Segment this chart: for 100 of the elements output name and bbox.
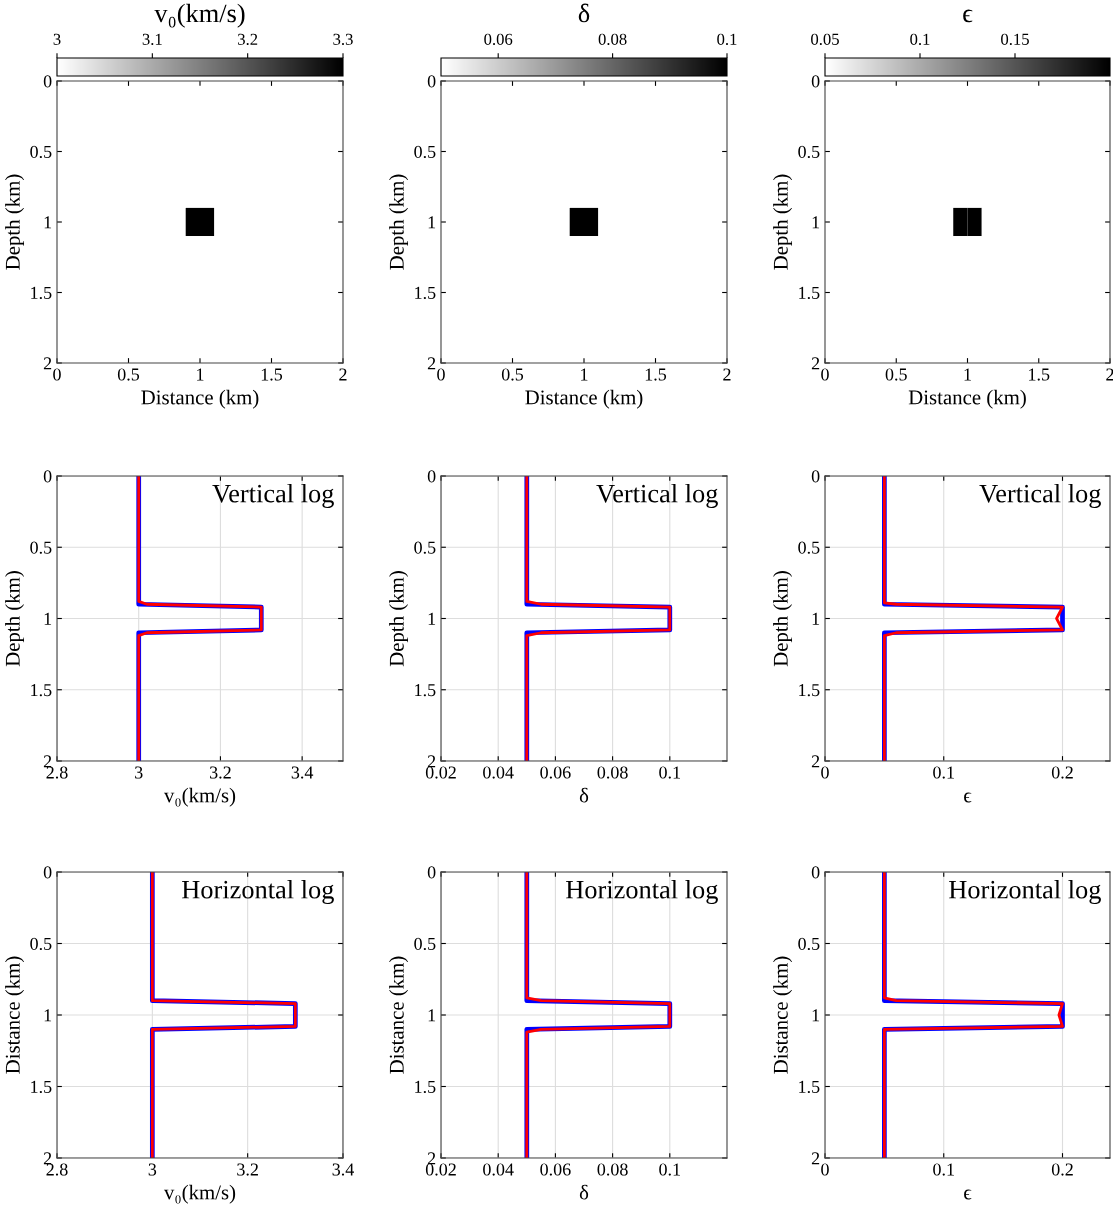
y-tick-label: 1.5 [415,1080,436,1094]
y-tick-label: 1 [812,612,820,625]
x-tick-label: 0 [821,1163,829,1176]
y-tick-label: 0.5 [798,937,820,951]
annotation: Vertical log [596,483,718,508]
y-tick-label: 1 [44,216,52,229]
x-tick-label: 0.1 [659,766,680,779]
x-tick-label: 1 [197,368,204,381]
y-tick-label: 0 [43,470,52,483]
x-tick-label: 0.02 [425,1163,456,1176]
y-tick-label: 1.5 [415,684,436,697]
x-tick-label: 0.06 [540,766,571,779]
x-tick-label: 2.8 [46,1163,68,1176]
x-axis-title: v₀(km/s) [163,787,236,807]
x-tick-label: 1.5 [645,368,667,381]
x-tick-label: 0 [437,368,445,381]
y-tick-label: 1.5 [799,684,820,697]
x-axis-title: δ [579,1184,589,1200]
y-axis-title: Depth (km) [5,174,25,270]
y-tick-label: 2 [811,755,820,768]
x-tick-label: 0.06 [540,1163,571,1176]
x-tick-label: 1 [581,368,588,381]
y-tick-label: 1 [812,1009,820,1022]
y-axis-title: Depth (km) [5,571,25,667]
chart-title: v₀(km/s) [154,3,245,28]
color-bar-label: 3.3 [333,33,353,45]
y-tick-label: 0.5 [414,541,436,554]
x-tick-label: 0.5 [885,368,907,381]
annotation: Horizontal log [949,880,1101,905]
y-axis-title: Depth (km) [389,174,409,270]
y-tick-label: 0 [43,866,52,879]
x-tick-label: 0.04 [483,766,514,779]
y-tick-label: 0.5 [30,145,52,159]
color-bar-label: 0.05 [811,33,839,45]
y-tick-label: 0 [811,75,820,88]
x-tick-label: 2 [1106,368,1113,381]
x-tick-label: 0.02 [425,766,456,779]
annotation: Horizontal log [566,880,718,905]
x-tick-label: 0.1 [933,1163,954,1176]
x-axis-title: Distance (km) [525,389,643,409]
y-axis-title: Distance (km) [5,956,25,1074]
x-tick-label: 0 [53,368,61,381]
y-tick-label: 0 [427,75,436,88]
y-tick-label: 1 [44,612,52,625]
x-tick-label: 0.1 [659,1163,680,1176]
x-tick-label: 0.2 [1051,766,1073,779]
y-tick-label: 0 [427,866,436,879]
y-tick-label: 2 [811,357,820,370]
chart-title: ϵ [963,9,973,23]
x-tick-label: 3.4 [332,1163,354,1176]
y-tick-label: 2 [427,755,436,768]
x-tick-label: 1.5 [261,368,283,381]
x-tick-label: 3.2 [237,1163,258,1176]
y-tick-label: 1.5 [31,286,52,300]
y-axis-title: Depth (km) [773,174,793,270]
y-tick-label: 1 [428,1009,436,1022]
color-bar-label: 3 [53,33,61,45]
x-tick-label: 0.2 [1051,1163,1073,1176]
x-tick-label: 0.5 [501,368,524,381]
y-tick-label: 1 [428,216,436,229]
y-tick-label: 1 [812,216,820,229]
x-tick-label: 0.5 [117,368,140,381]
y-tick-label: 2 [43,1152,52,1165]
y-tick-label: 0.5 [798,145,820,159]
color-bar-label: 0.08 [598,33,627,45]
annotation: Vertical log [212,483,334,508]
y-tick-label: 0.5 [30,937,52,951]
color-bar-label: 3.1 [142,33,162,45]
y-tick-label: 0.5 [30,541,52,554]
x-tick-label: 3 [135,766,143,779]
x-tick-label: 1.5 [1029,368,1050,381]
x-axis-title: δ [579,787,589,803]
y-tick-label: 2 [427,357,436,370]
x-tick-label: 0 [821,368,829,381]
x-axis-title: v₀(km/s) [163,1184,236,1204]
color-bar-label: 0.1 [717,33,737,45]
x-tick-label: 0.08 [597,1163,628,1176]
y-tick-label: 0 [811,470,820,483]
y-axis-title: Distance (km) [389,956,409,1074]
x-axis-title: ϵ [964,792,972,803]
x-tick-label: 3.4 [291,766,314,779]
y-tick-label: 1 [44,1009,52,1022]
x-tick-label: 3 [148,1163,157,1176]
y-tick-label: 1.5 [31,684,52,697]
y-tick-label: 1.5 [31,1080,52,1094]
y-tick-label: 2 [811,1152,820,1165]
color-bar-label: 3.2 [238,33,258,45]
y-tick-label: 0.5 [798,541,820,554]
annotation: Horizontal log [182,880,334,905]
y-tick-label: 2 [427,1152,436,1165]
y-tick-label: 0.5 [414,937,436,951]
y-tick-label: 0 [43,75,52,88]
y-tick-label: 1 [428,612,436,625]
x-tick-label: 0.08 [597,766,628,779]
y-tick-label: 0 [427,470,436,483]
y-tick-label: 0.5 [414,145,436,159]
x-tick-label: 2.8 [46,766,68,779]
annotation: Vertical log [979,483,1101,508]
color-bar-label: 0.15 [1001,33,1029,45]
x-tick-label: 2 [723,368,731,381]
